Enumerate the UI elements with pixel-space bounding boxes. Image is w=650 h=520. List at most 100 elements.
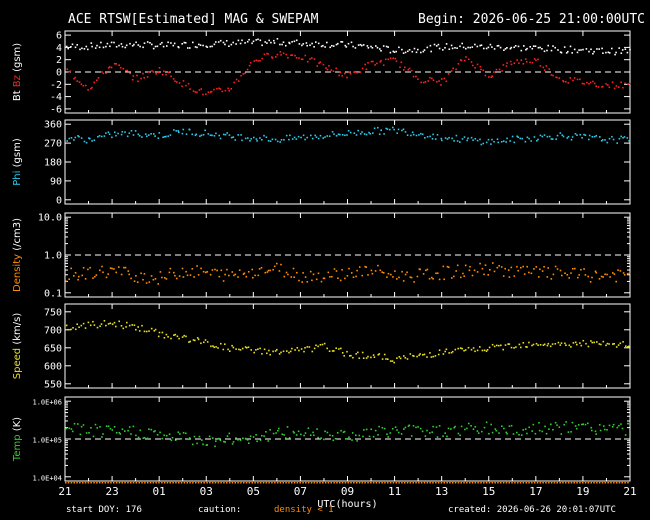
data-point-bz	[539, 65, 542, 67]
caution-marker	[491, 482, 494, 484]
data-point-temp	[336, 432, 339, 434]
data-point-density	[92, 277, 94, 279]
data-point-speed	[331, 350, 334, 352]
data-point-phi	[511, 135, 514, 138]
data-point-temp	[558, 426, 561, 428]
caution-marker	[144, 482, 146, 484]
data-point-density	[422, 273, 425, 275]
data-point-bz	[248, 64, 251, 67]
caution-marker	[350, 482, 352, 484]
data-point-phi	[263, 134, 265, 137]
data-point-density	[559, 269, 562, 272]
data-point-density	[339, 279, 342, 282]
caution-marker	[288, 482, 290, 484]
data-point-bz	[87, 89, 89, 91]
data-point-bz	[556, 76, 558, 79]
data-point-bz	[280, 54, 282, 56]
data-point-bz	[592, 80, 594, 83]
caution-marker	[135, 482, 138, 484]
data-point-phi	[315, 136, 318, 138]
caution-marker	[573, 482, 575, 484]
data-point-bz	[510, 63, 513, 66]
data-point-speed	[137, 326, 139, 328]
data-point-bt	[106, 42, 109, 45]
data-point-phi	[177, 130, 179, 132]
data-point-bt	[209, 45, 212, 48]
caution-marker	[237, 482, 239, 484]
data-point-temp	[581, 423, 583, 426]
data-point-speed	[406, 358, 409, 360]
data-point-density	[344, 277, 346, 280]
data-point-phi	[526, 136, 529, 139]
data-point-bt	[222, 41, 225, 44]
data-point-density	[356, 269, 358, 272]
data-point-speed	[472, 347, 475, 349]
data-point-bt	[90, 42, 93, 44]
data-point-bz	[346, 76, 348, 79]
data-point-bz	[493, 71, 495, 73]
data-point-phi	[337, 133, 340, 136]
data-point-temp	[231, 443, 234, 445]
data-point-bt	[620, 52, 623, 54]
data-point-phi	[543, 134, 546, 136]
data-point-bt	[601, 47, 603, 50]
data-point-bz	[102, 72, 105, 75]
data-point-density	[602, 276, 604, 278]
data-point-density	[130, 277, 132, 280]
data-point-bz	[301, 58, 304, 61]
data-point-density	[578, 274, 580, 276]
data-point-temp	[107, 425, 110, 427]
data-point-temp	[111, 429, 114, 431]
data-point-temp	[292, 430, 295, 433]
caution-marker	[587, 482, 590, 484]
data-point-bt	[252, 40, 255, 43]
data-point-bz	[579, 78, 581, 81]
data-point-temp	[79, 433, 82, 436]
data-point-speed	[105, 324, 107, 327]
data-point-density	[128, 273, 130, 276]
data-point-phi	[107, 131, 110, 133]
data-point-bz	[380, 59, 382, 62]
data-point-bt	[541, 48, 543, 50]
data-point-bt	[557, 49, 559, 51]
data-point-bt	[552, 45, 554, 47]
caution-marker	[392, 482, 395, 484]
data-point-density	[296, 271, 298, 274]
data-point-density	[301, 281, 303, 283]
data-point-density	[124, 266, 127, 269]
caution-marker	[265, 482, 268, 484]
data-point-bt	[281, 43, 283, 46]
data-point-speed	[220, 342, 222, 345]
data-point-temp	[218, 437, 220, 440]
data-point-temp	[309, 434, 312, 436]
data-point-temp	[587, 422, 589, 425]
data-point-bz	[161, 73, 164, 76]
data-point-speed	[606, 342, 609, 345]
data-point-density	[526, 265, 528, 268]
data-point-temp	[368, 435, 371, 438]
data-point-temp	[582, 423, 584, 425]
data-point-speed	[174, 333, 177, 336]
data-point-density	[561, 274, 563, 277]
data-point-bt	[582, 48, 584, 51]
data-point-speed	[362, 357, 365, 359]
caution-marker	[118, 482, 121, 484]
data-point-speed	[89, 324, 92, 327]
data-point-speed	[377, 354, 380, 356]
data-point-density	[516, 265, 518, 268]
data-point-bt	[91, 45, 93, 48]
data-point-bz	[172, 78, 175, 80]
data-point-temp	[628, 422, 631, 425]
caution-marker	[570, 482, 573, 484]
data-point-speed	[126, 321, 128, 324]
data-point-speed	[398, 356, 401, 358]
data-point-phi	[604, 139, 606, 141]
data-point-bt	[311, 42, 313, 45]
caution-marker	[590, 482, 592, 484]
data-point-bt	[70, 46, 72, 48]
data-point-speed	[537, 344, 539, 346]
data-point-speed	[163, 337, 166, 339]
data-point-bt	[166, 45, 168, 47]
data-point-temp	[307, 427, 310, 429]
data-point-temp	[400, 433, 403, 435]
